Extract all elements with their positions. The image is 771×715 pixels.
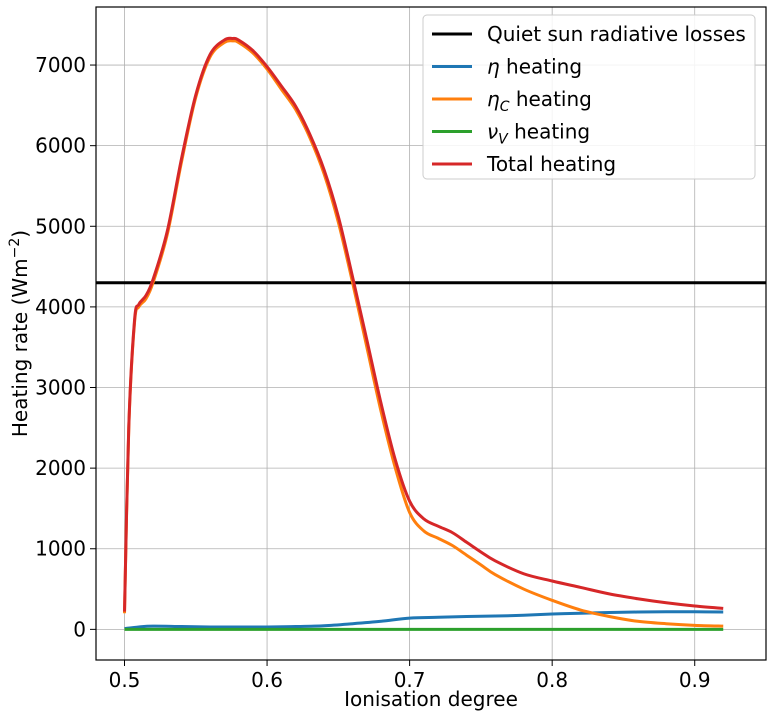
- legend-symbol: ν: [487, 120, 498, 144]
- y-tick-label: 2000: [35, 456, 86, 480]
- y-tick-label: 7000: [35, 53, 86, 77]
- legend-entry: Quiet sun radiative losses: [487, 22, 746, 46]
- legend-label-text: Quiet sun radiative losses: [487, 22, 746, 46]
- x-tick-label: 0.7: [394, 668, 426, 692]
- legend-entry: Total heating: [486, 152, 616, 176]
- x-tick-label: 0.6: [251, 668, 283, 692]
- y-axis-label-superscript: −2: [7, 238, 23, 259]
- y-axis-label: Heating rate (Wm−2): [7, 230, 32, 437]
- x-axis-label: Ionisation degree: [344, 687, 518, 711]
- x-tick-label: 0.8: [536, 668, 568, 692]
- series-line-3: [123, 36, 724, 612]
- legend-entry: η heating: [487, 55, 582, 79]
- y-tick-label: 6000: [35, 134, 86, 158]
- y-tick-label: 1000: [35, 537, 86, 561]
- legend-label-text: heating: [509, 87, 591, 111]
- plot-frame: [95, 6, 767, 661]
- y-tick-label: 5000: [35, 214, 86, 238]
- legend-subscript: C: [500, 99, 510, 115]
- y-axis-label-main: Heating rate (Wm: [8, 258, 32, 437]
- y-tick-label: 4000: [35, 295, 86, 319]
- series-line-0: [124, 610, 724, 631]
- x-tick-label: 0.9: [679, 668, 711, 692]
- y-tick-label: 3000: [35, 376, 86, 400]
- legend-label-text: Total heating: [486, 152, 616, 176]
- y-tick-label: 0: [73, 617, 86, 641]
- legend-symbol: η: [487, 87, 500, 111]
- plot-lines: [96, 36, 766, 631]
- legend-label-text: heating: [500, 55, 582, 79]
- legend-label-text: heating: [508, 120, 590, 144]
- legend-subscript: V: [498, 132, 509, 148]
- legend-box: [422, 14, 756, 180]
- grid: [96, 7, 766, 660]
- y-axis-label-end: ): [8, 230, 32, 238]
- legend-entry: ηC heating: [487, 87, 592, 115]
- legend-symbol: η: [487, 55, 500, 79]
- legend-entry: νV heating: [487, 120, 590, 148]
- x-tick-label: 0.5: [109, 668, 141, 692]
- ticks: 0.5 0.6 0.7 0.8 0.9 0 1000 2000 3000 4000 5000 6000…: [35, 53, 711, 692]
